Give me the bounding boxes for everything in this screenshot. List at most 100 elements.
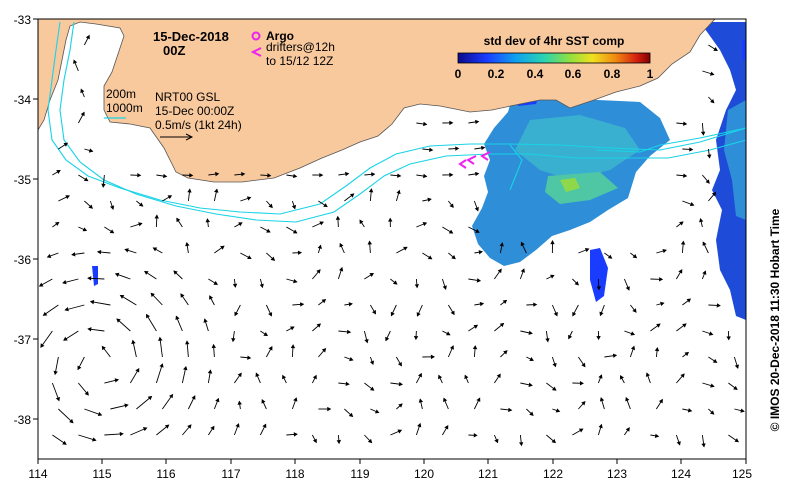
current-vector-head: [69, 418, 74, 424]
current-vector-head: [372, 309, 376, 315]
current-vector-head: [255, 372, 260, 377]
current-vector-head: [398, 381, 404, 387]
x-tick-label: 114: [28, 467, 47, 481]
current-vector-head: [607, 254, 613, 259]
current-vector-head: [235, 423, 240, 428]
current-vector-head: [323, 203, 328, 208]
current-vector-head: [237, 372, 242, 378]
current-vector-head: [683, 173, 688, 178]
current-vector-head: [734, 364, 739, 369]
current-vector-head: [390, 311, 395, 317]
current-vector-head: [551, 386, 557, 391]
current-vector-head: [581, 400, 586, 406]
current-vector-head: [680, 373, 685, 378]
current-vector-head: [529, 357, 534, 361]
contour-200m: [47, 21, 746, 215]
current-vector-head: [599, 397, 605, 402]
current-vector-head: [96, 250, 102, 255]
x-tick-label: 124: [671, 467, 691, 481]
current-vector-head: [189, 173, 194, 178]
current-vector-head: [726, 336, 731, 341]
current-vector-head: [474, 206, 479, 212]
current-vector-head: [708, 331, 714, 336]
current-vector-head: [612, 353, 618, 358]
current-vector-head: [92, 437, 97, 442]
current-vector-head: [259, 283, 264, 289]
current-vector-head: [403, 246, 408, 251]
current-vector-head: [135, 367, 140, 373]
current-vector-head: [88, 148, 94, 153]
current-vector-head: [367, 438, 373, 444]
current-vector-head: [215, 171, 220, 177]
current-vector-head: [210, 425, 215, 431]
current-vector-head: [499, 322, 505, 328]
current-vector-head: [183, 366, 188, 371]
current-vector-head: [396, 189, 401, 195]
current-vector-head: [418, 398, 424, 403]
current-vector-head: [319, 172, 324, 178]
current-vector-head: [529, 411, 534, 416]
current-vector-head: [80, 111, 85, 117]
current-vector-head: [290, 344, 296, 349]
current-vector-head: [553, 311, 558, 317]
x-tick-label: 121: [478, 467, 498, 481]
current-vector-head: [423, 121, 428, 127]
current-vector-head: [709, 410, 715, 415]
current-vector-head: [528, 330, 533, 335]
current-vector-head: [438, 374, 443, 380]
current-vector-head: [185, 242, 190, 247]
argo-label: Argo: [266, 29, 294, 43]
current-vector-head: [64, 307, 69, 312]
current-vector-head: [191, 395, 196, 400]
current-vector-head: [711, 191, 717, 197]
current-vector-head: [713, 47, 718, 52]
current-vector-head: [476, 278, 482, 283]
x-tick-label: 122: [543, 467, 563, 481]
drifter-track: [480, 151, 491, 161]
current-vector-head: [687, 408, 693, 413]
current-vector-head: [241, 171, 246, 177]
colorbar-title: std dev of 4hr SST comp: [484, 34, 625, 48]
y-tick-label: -36: [14, 253, 32, 267]
current-vector-head: [371, 172, 376, 177]
current-vector-head: [472, 345, 478, 350]
current-vector-head: [572, 311, 577, 317]
current-vector-head: [40, 343, 45, 348]
current-vector-head: [599, 311, 604, 317]
current-vector-head: [63, 336, 68, 341]
current-vector-head: [101, 345, 106, 351]
current-vector-head: [246, 196, 252, 201]
current-vector-head: [185, 340, 190, 345]
current-vector: [58, 408, 74, 424]
current-vector-head: [335, 215, 341, 220]
current-vector-head: [479, 301, 485, 307]
current-vector-head: [368, 188, 374, 193]
current-vector-head: [473, 324, 479, 329]
current-vector-head: [596, 336, 601, 341]
current-vector-head: [632, 308, 637, 313]
current-vector-head: [319, 221, 324, 226]
current-vector-head: [625, 427, 630, 432]
current-vector-head: [645, 372, 650, 377]
current-vector-head: [290, 326, 295, 331]
x-tick-label: 125: [732, 467, 752, 481]
current-vector-head: [85, 34, 90, 40]
current-vector-head: [478, 250, 483, 255]
current-vector: [90, 301, 111, 306]
current-vector-head: [247, 255, 252, 260]
current-vector-head: [710, 98, 715, 104]
current-vector-head: [369, 273, 374, 277]
current-vector-head: [321, 299, 327, 304]
x-axis-labels: 114 115 116 117 118 119 120 121 122 123 …: [28, 467, 752, 481]
current-vector-head: [678, 269, 683, 274]
current-vector-head: [187, 188, 192, 193]
current-vector-head: [321, 348, 327, 353]
current-vector-head: [267, 173, 272, 178]
current-vector-head: [416, 312, 421, 317]
current-vector-head: [73, 59, 78, 64]
current-vector-head: [654, 346, 660, 352]
current-vector-head: [169, 393, 174, 399]
current-vector-head: [292, 229, 298, 234]
current-vector-head: [369, 360, 375, 365]
credit-text: © IMOS 20-Dec-2018 11:30 Hobart Time: [768, 208, 782, 431]
